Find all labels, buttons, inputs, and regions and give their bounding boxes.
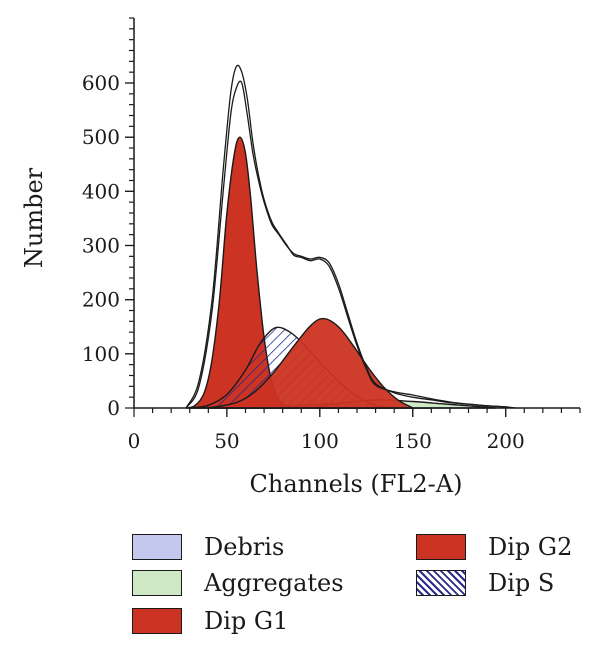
x-axis-title: Channels (FL2-A) xyxy=(250,470,463,498)
legend-item-dip-g2: Dip G2 xyxy=(416,532,572,562)
legend-item-aggregates: Aggregates xyxy=(132,568,344,598)
legend-label-dip-g2: Dip G2 xyxy=(488,533,573,561)
legend: Debris Aggregates Dip G1 Dip G2 Dip S xyxy=(132,530,592,660)
legend-swatch-dip-g1 xyxy=(132,608,182,634)
histogram-chart: 0 50 100 150 200 0 100 200 300 400 500 600 Channels… xyxy=(20,17,581,498)
x-tick-label: 50 xyxy=(214,429,239,453)
y-tick-label: 600 xyxy=(82,71,120,95)
legend-label-aggregates: Aggregates xyxy=(204,569,344,597)
x-tick-label: 100 xyxy=(301,429,339,453)
legend-swatch-dip-s xyxy=(416,570,466,596)
legend-swatch-debris xyxy=(132,534,182,560)
x-tick-label: 0 xyxy=(128,429,141,453)
y-axis-title: Number xyxy=(20,167,48,268)
y-tick-label: 500 xyxy=(82,125,120,149)
x-tick-label: 200 xyxy=(487,429,525,453)
legend-swatch-dip-g2 xyxy=(416,534,466,560)
y-tick-label: 0 xyxy=(107,396,120,420)
legend-label-dip-g1: Dip G1 xyxy=(204,607,289,635)
legend-label-dip-s: Dip S xyxy=(488,569,555,597)
area-dip-g2 xyxy=(208,317,416,409)
y-tick-label: 100 xyxy=(82,342,120,366)
total-outline-1 xyxy=(185,80,516,409)
legend-item-dip-g1: Dip G1 xyxy=(132,606,288,636)
total-outline-2 xyxy=(185,64,516,409)
legend-label-debris: Debris xyxy=(204,533,285,561)
legend-swatch-aggregates xyxy=(132,570,182,596)
y-tick-label: 400 xyxy=(82,179,120,203)
y-tick-label: 200 xyxy=(82,288,120,312)
legend-item-debris: Debris xyxy=(132,532,284,562)
x-tick-label: 150 xyxy=(394,429,432,453)
legend-item-dip-s: Dip S xyxy=(416,568,554,598)
y-tick-label: 300 xyxy=(82,234,120,258)
